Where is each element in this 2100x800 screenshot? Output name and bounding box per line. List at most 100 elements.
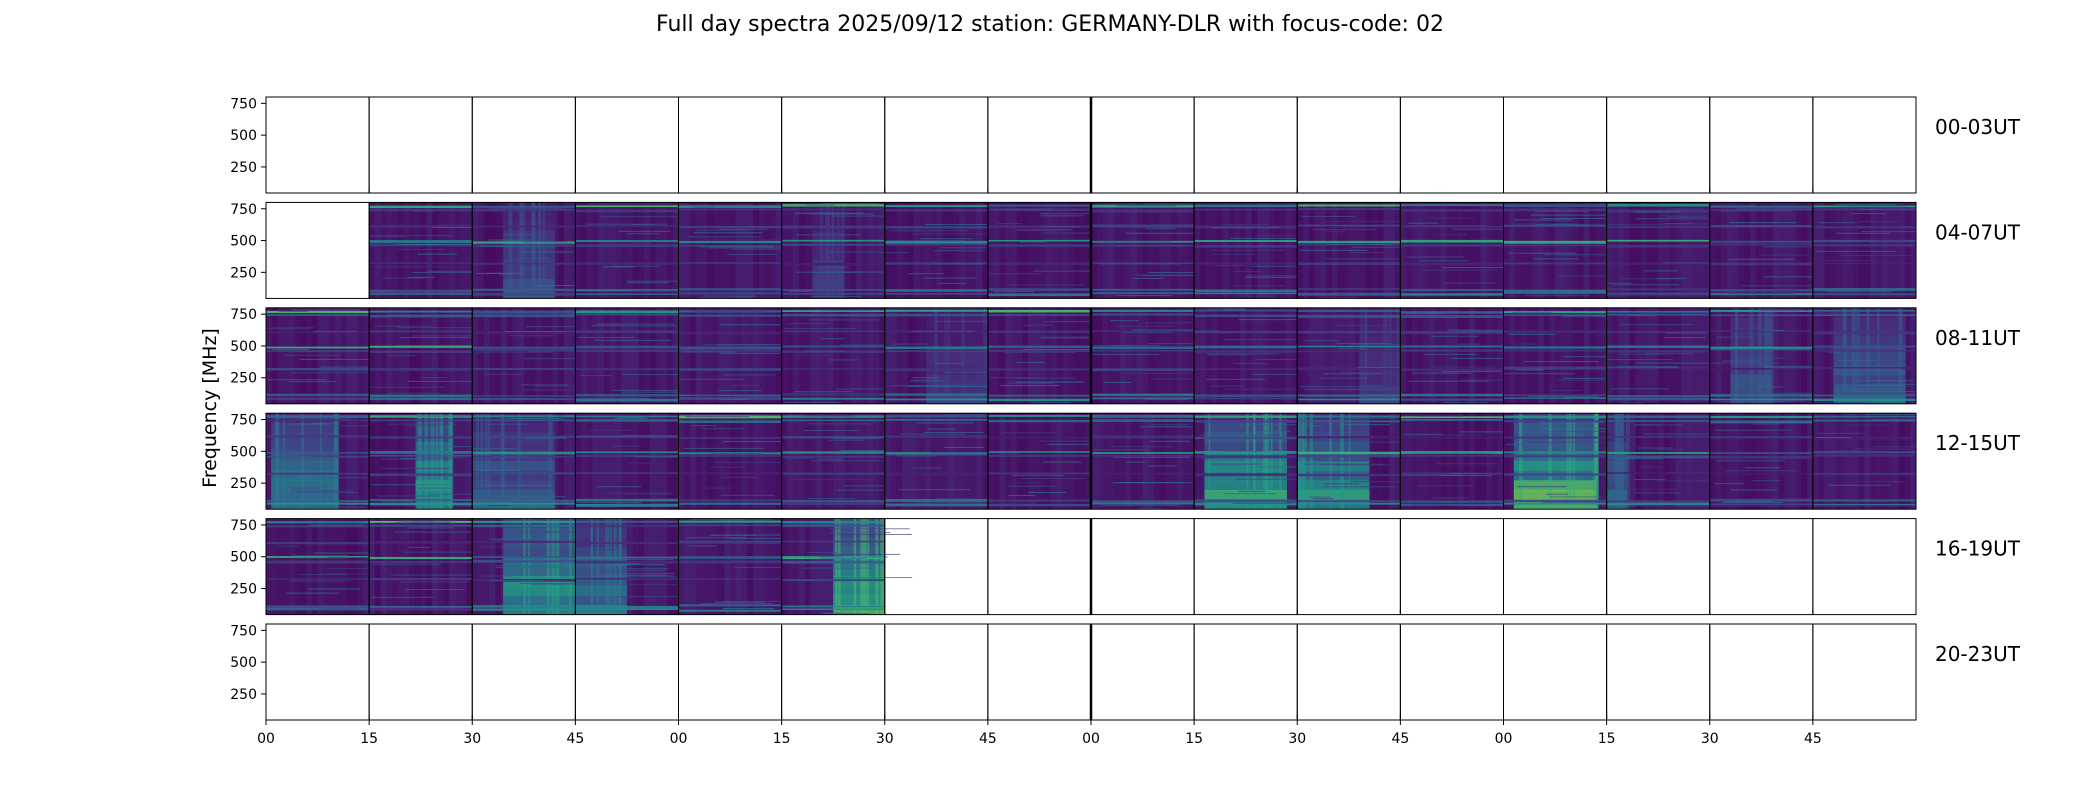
spectrogram-time-column: [581, 307, 588, 404]
rfi-speckle: [1422, 269, 1498, 271]
rfi-line: [369, 541, 473, 544]
rfi-speckle: [687, 236, 761, 238]
spectrogram-time-column: [787, 202, 794, 299]
burst-band: [271, 413, 339, 424]
spectrogram-time-column: [1497, 307, 1505, 404]
rfi-speckle: [1550, 224, 1605, 226]
rfi-line: [1091, 397, 1195, 400]
rfi-line: [678, 346, 782, 350]
rfi-speckle: [1100, 263, 1180, 265]
rfi-line: [575, 240, 679, 242]
rfi-speckle: [1557, 275, 1627, 277]
burst-streak: [476, 413, 479, 510]
burst-streak: [1265, 413, 1270, 510]
rfi-speckle: [1150, 440, 1190, 442]
spectrogram-time-column: [489, 202, 496, 299]
rfi-speckle: [1855, 481, 1905, 483]
spectrogram-time-column: [804, 518, 811, 615]
rfi-speckle: [1409, 504, 1453, 506]
rfi-speckle: [907, 273, 945, 275]
rfi-line: [1606, 455, 1710, 459]
rfi-speckle: [1302, 216, 1355, 218]
spectrogram-time-column: [489, 518, 496, 615]
spectrogram-time-column: [311, 518, 319, 615]
spectrogram-time-column: [626, 202, 634, 299]
rfi-line: [1297, 420, 1401, 423]
rfi-speckle: [1148, 396, 1227, 398]
rfi-line: [266, 367, 370, 371]
spectrogram-time-column: [1732, 202, 1739, 299]
rfi-speckle: [314, 331, 357, 333]
spectrogram-time-column: [1801, 413, 1808, 510]
spectrogram-time-column: [1068, 413, 1075, 510]
spectrogram-panel: [678, 413, 792, 510]
rfi-speckle: [1760, 310, 1810, 312]
spectrogram-time-column: [1704, 202, 1711, 299]
rfi-speckle: [1607, 366, 1679, 368]
spectrogram-time-column: [1411, 413, 1419, 510]
burst-streak: [523, 518, 526, 615]
rfi-speckle: [1832, 450, 1861, 452]
rfi-speckle: [1533, 258, 1579, 260]
rfi-speckle: [1120, 372, 1192, 374]
rfi-speckle: [1043, 238, 1092, 240]
rfi-speckle: [1437, 234, 1468, 236]
spectrogram-time-column: [1062, 307, 1069, 404]
spectrogram-time-column: [1010, 307, 1018, 404]
rfi-line: [1297, 208, 1401, 211]
rfi-speckle: [1424, 353, 1478, 355]
panel-frame: [265, 623, 370, 721]
burst-streak: [947, 307, 951, 404]
rfi-line: [1812, 451, 1916, 454]
spectrogram-time-column: [1509, 307, 1516, 404]
rfi-speckle: [621, 558, 674, 560]
rfi-line: [1812, 472, 1916, 476]
rfi-speckle: [472, 448, 517, 450]
spectrogram-time-column: [1812, 307, 1820, 404]
rfi-speckle: [1633, 211, 1681, 213]
rfi-line: [987, 451, 1091, 453]
burst-streak: [880, 518, 885, 615]
spectrogram-time-column: [1652, 202, 1659, 299]
spectrogram-time-column: [1022, 413, 1029, 510]
spectrogram-time-column: [810, 307, 817, 404]
rfi-speckle: [1522, 441, 1604, 443]
rfi-speckle: [691, 502, 754, 504]
rfi-line: [1400, 398, 1504, 401]
spectrogram-time-column: [609, 413, 617, 510]
rfi-speckle: [796, 234, 862, 236]
burst-band: [833, 518, 885, 529]
rfi-speckle: [1866, 383, 1916, 385]
rfi-line: [1812, 314, 1916, 316]
spectrogram-time-column: [1371, 202, 1379, 299]
rfi-speckle: [531, 584, 609, 586]
spectrogram-time-column: [999, 202, 1006, 299]
spectrogram-time-column: [1675, 413, 1682, 510]
spectrogram-panel: [884, 307, 1016, 404]
spectrogram-time-column: [661, 307, 668, 404]
rfi-speckle: [1403, 433, 1443, 435]
rfi-line: [1606, 415, 1710, 418]
spectrogram-time-column: [1383, 202, 1390, 299]
spectrogram-time-column: [781, 307, 788, 404]
burst-streak: [546, 518, 551, 615]
panel-frame: [1296, 623, 1401, 721]
spectrogram-time-column: [1830, 307, 1837, 404]
rfi-speckle: [1828, 484, 1891, 486]
spectrogram-time-column: [1824, 413, 1831, 510]
rfi-speckle: [1654, 480, 1721, 482]
rfi-speckle: [602, 266, 634, 268]
rfi-line: [1503, 311, 1607, 314]
spectrogram-time-column: [1331, 307, 1338, 404]
rfi-speckle: [1813, 312, 1857, 314]
rfi-speckle: [1666, 216, 1707, 218]
spectrogram-time-column: [1119, 307, 1126, 404]
burst-streak: [1619, 413, 1624, 510]
burst-band: [271, 422, 339, 433]
rfi-speckle: [785, 458, 814, 460]
burst-streak: [275, 413, 280, 510]
rfi-line: [884, 313, 988, 317]
rfi-speckle: [1528, 433, 1569, 435]
spectrogram-panel: [678, 202, 801, 299]
rfi-line: [266, 605, 370, 609]
